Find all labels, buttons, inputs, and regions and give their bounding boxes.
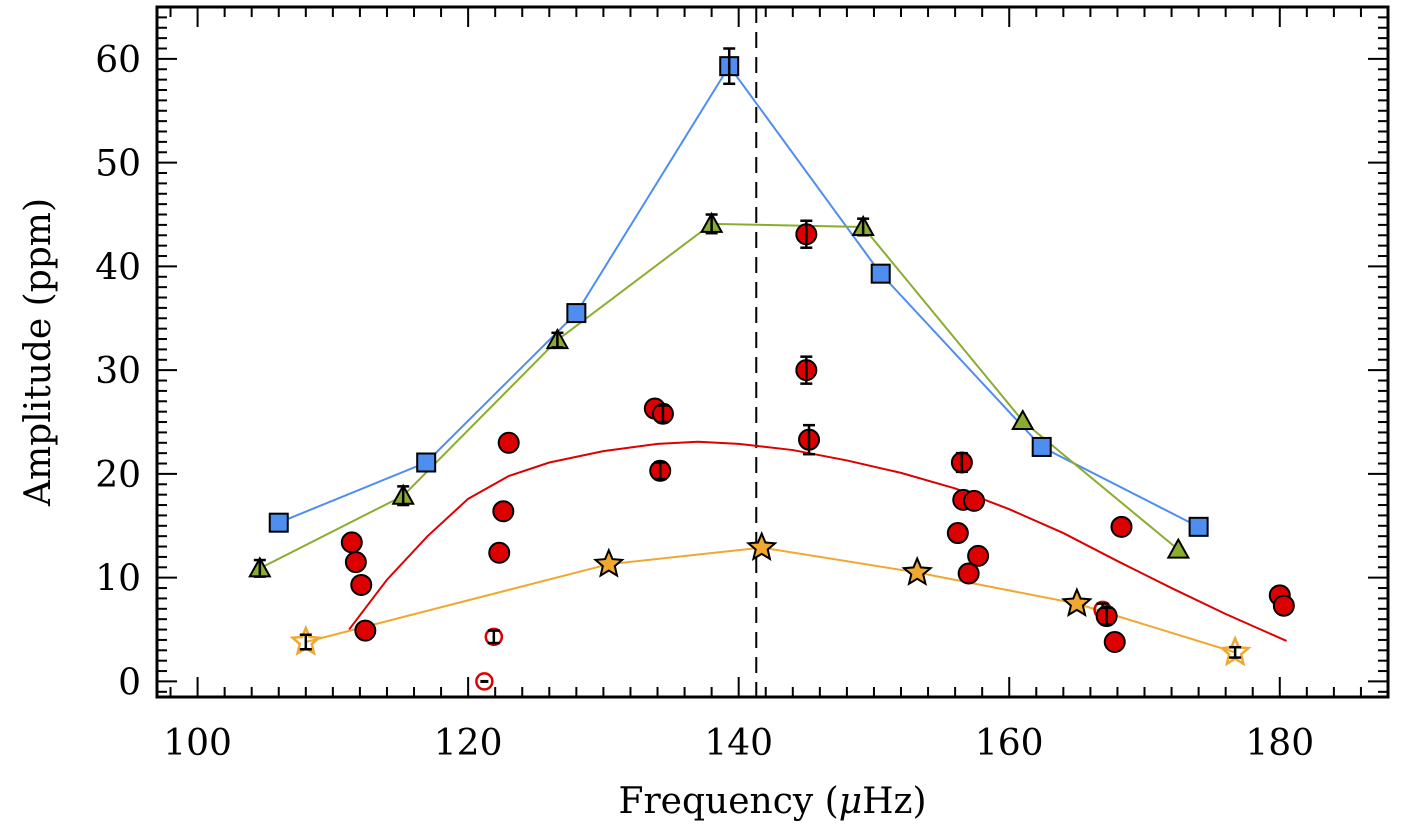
square-marker: [416, 452, 437, 473]
x-axis-title-part: Frequency (: [618, 781, 838, 822]
square-marker: [268, 512, 289, 533]
y-tick-label: 60: [95, 40, 141, 81]
series-lines: [259, 64, 1287, 654]
circle-marker: [475, 672, 494, 691]
circle-marker: [484, 627, 504, 647]
y-tick-label: 40: [95, 247, 141, 288]
circle-marker: [340, 531, 363, 554]
y-tick-label: 30: [95, 351, 141, 392]
y-axis-title: Amplitude (ppm): [18, 198, 59, 507]
circle-marker: [344, 551, 367, 574]
y-tick-label: 20: [95, 455, 141, 496]
x-tick-label: 180: [1245, 723, 1314, 764]
circle-marker: [1110, 515, 1133, 538]
plot-frame: [155, 5, 1390, 699]
circle-marker: [350, 573, 373, 596]
y-tick-label: 0: [118, 662, 141, 703]
circle-marker: [497, 431, 520, 454]
circle-marker: [963, 489, 986, 512]
triangle-marker: [1166, 537, 1191, 559]
x-tick-label: 100: [163, 723, 232, 764]
x-tick-label: 160: [975, 723, 1044, 764]
square-marker: [1188, 516, 1209, 537]
x-tick-label: 140: [704, 723, 773, 764]
y-tick-label: 10: [95, 559, 141, 600]
tick-marks: [157, 7, 1389, 697]
square-marker: [566, 303, 587, 324]
x-axis-title: Frequency (μHz): [618, 781, 926, 822]
x-axis-title-mu: μ: [839, 781, 862, 822]
star-marker: [1061, 586, 1093, 618]
triangle-series-line: [259, 222, 1179, 570]
circle-marker: [1272, 594, 1295, 617]
star-marker: [901, 555, 934, 586]
circle-marker: [1103, 631, 1126, 654]
circle-marker: [488, 541, 511, 564]
x-axis-title-part: Hz): [862, 781, 926, 822]
data-points: [248, 47, 1295, 691]
star-series-line: [305, 546, 1236, 654]
circle-marker: [957, 562, 980, 585]
square-marker: [870, 263, 891, 284]
model-fit-curve: [348, 440, 1287, 642]
star-marker: [745, 530, 778, 561]
triangle-marker: [1011, 408, 1035, 430]
square-marker: [1031, 436, 1052, 457]
y-tick-label: 50: [95, 144, 141, 185]
circle-marker: [492, 500, 515, 523]
circle-marker: [967, 544, 990, 567]
circle-marker: [354, 619, 377, 642]
tick-labels: 100 120 140 160 180 0 10 20 30 40 50 60: [95, 40, 1314, 764]
circle-marker: [946, 522, 969, 545]
x-tick-label: 120: [434, 723, 503, 764]
star-marker: [593, 547, 625, 578]
